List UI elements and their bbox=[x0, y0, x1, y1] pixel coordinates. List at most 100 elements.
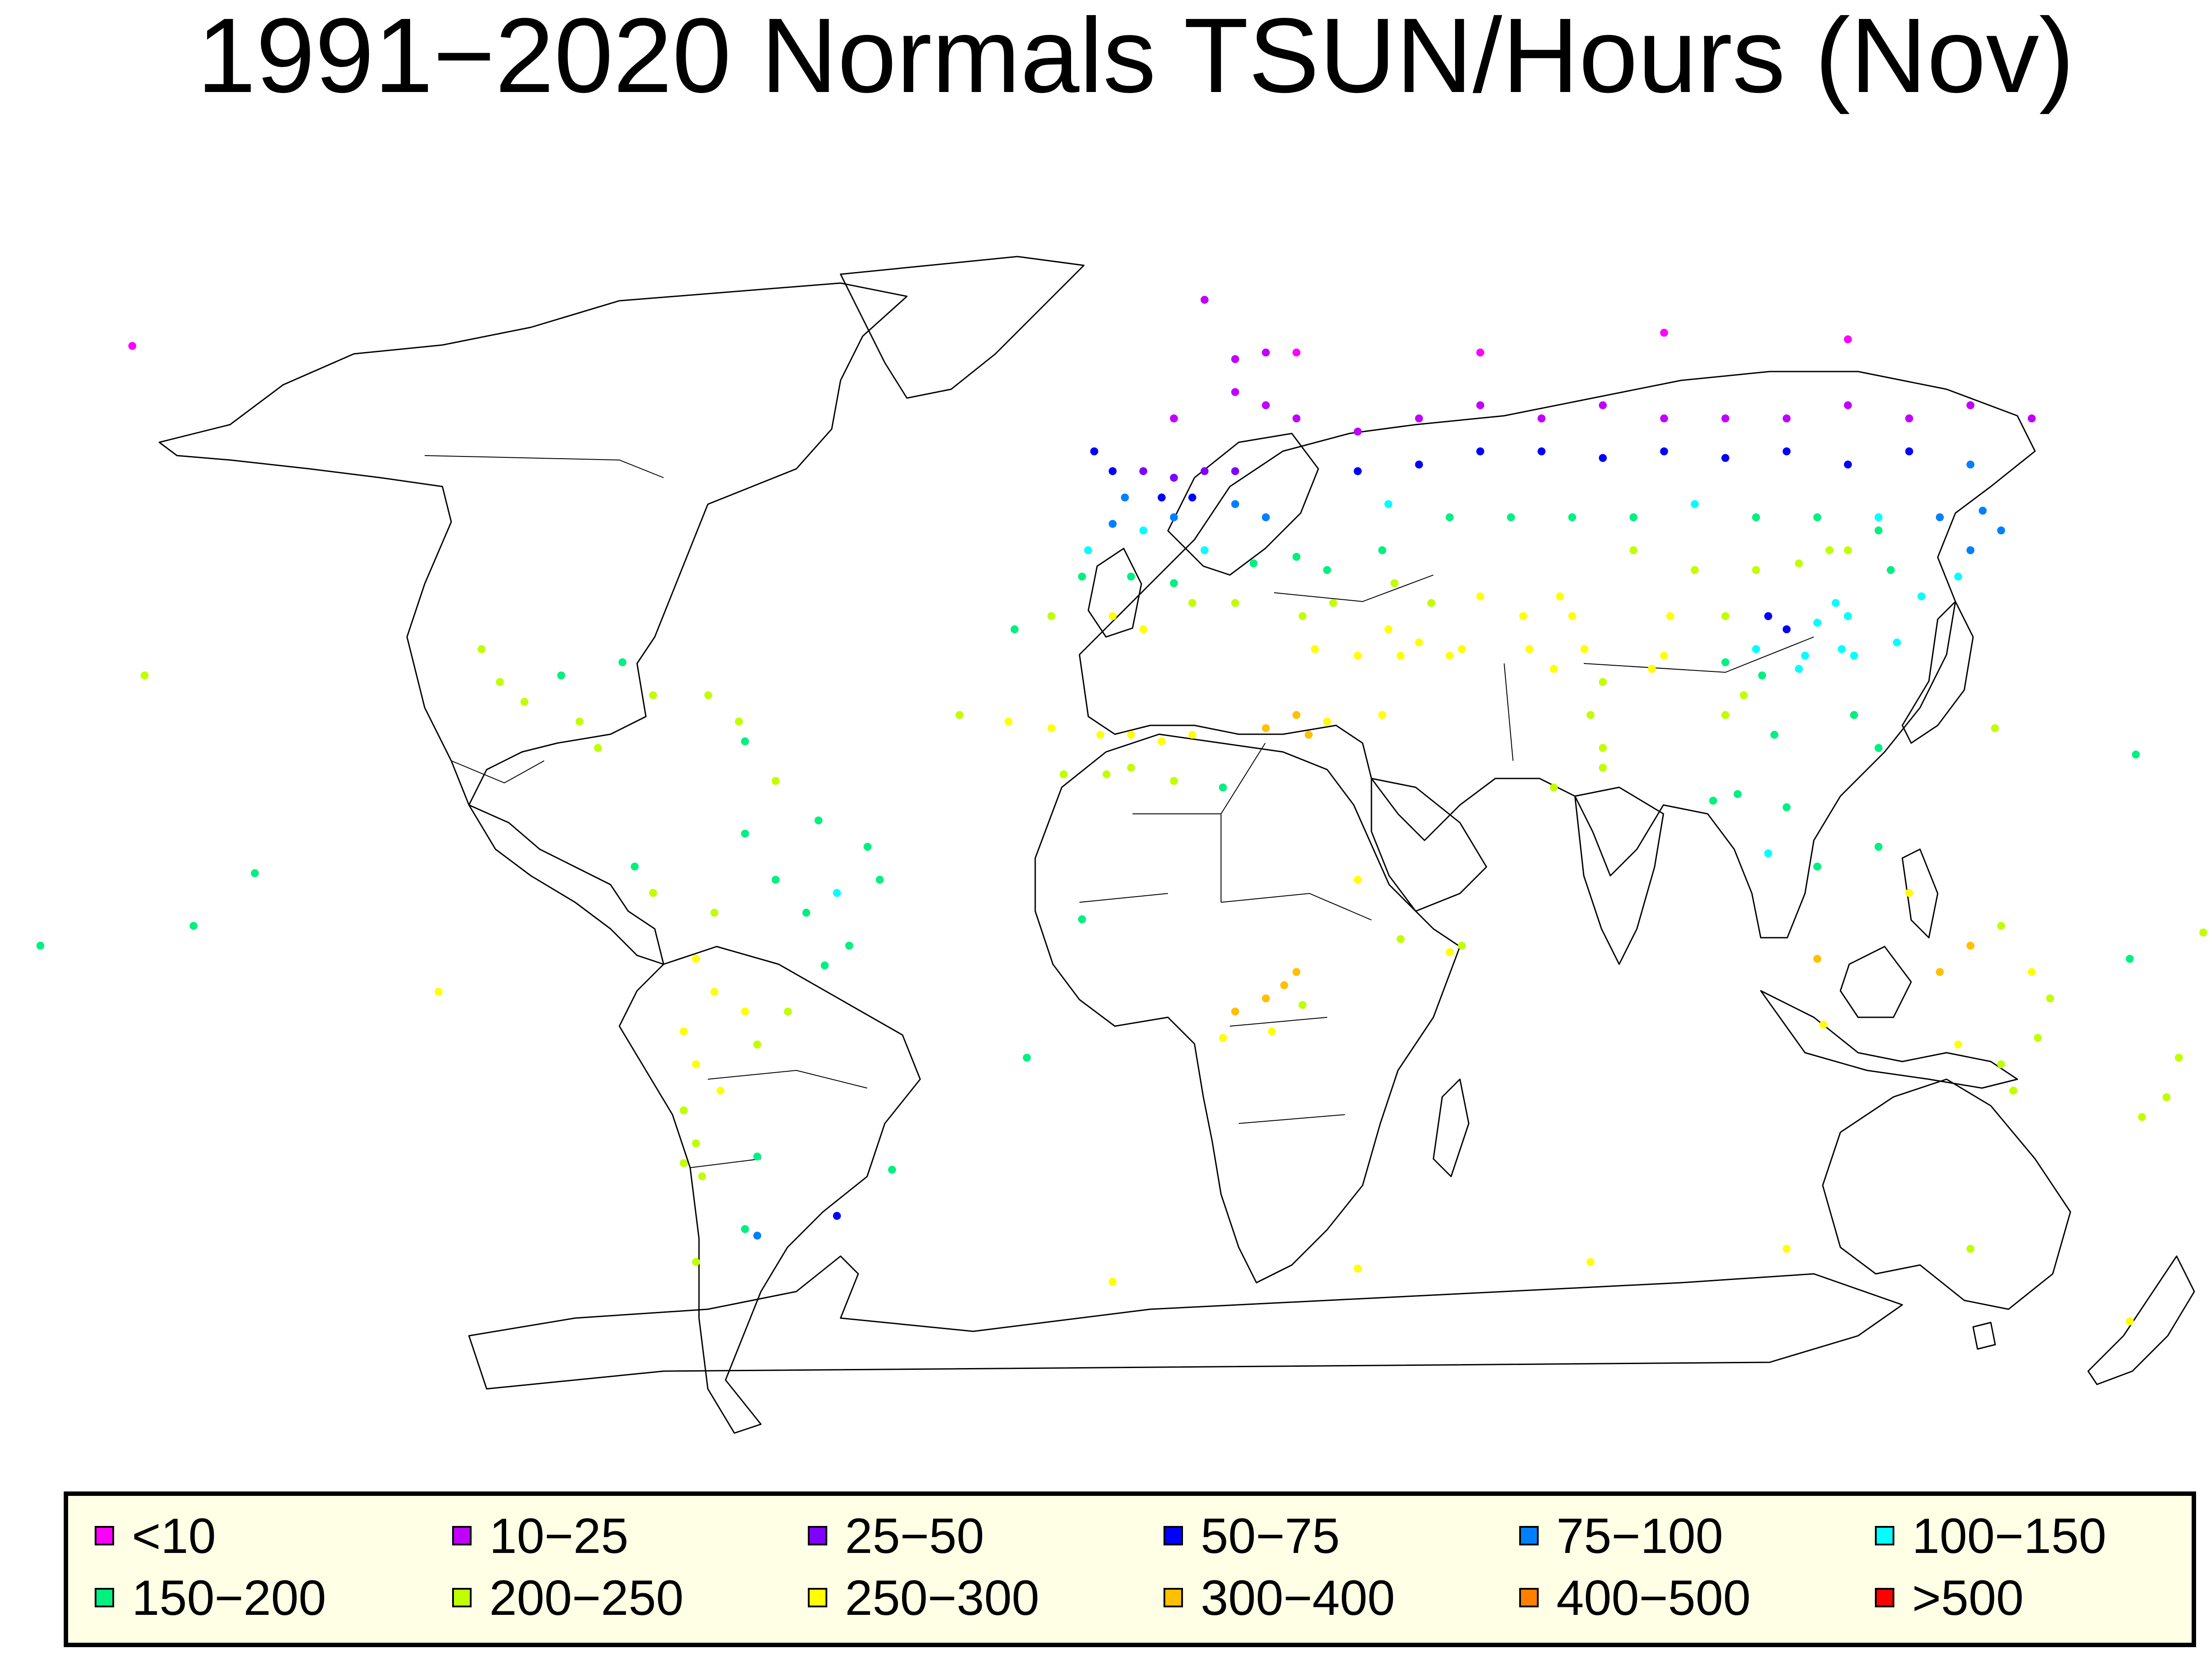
station-marker bbox=[2028, 968, 2036, 976]
station-marker bbox=[1102, 770, 1111, 778]
station-marker bbox=[1170, 474, 1178, 482]
station-marker bbox=[1568, 513, 1576, 521]
station-marker bbox=[1109, 520, 1117, 528]
legend-label: 250−300 bbox=[845, 1570, 1040, 1625]
station-marker bbox=[189, 922, 198, 930]
station-marker bbox=[1660, 329, 1668, 337]
station-marker bbox=[1795, 559, 1803, 567]
station-marker bbox=[649, 691, 657, 699]
station-marker bbox=[2028, 414, 2036, 422]
station-marker bbox=[1329, 599, 1337, 607]
station-marker bbox=[1323, 566, 1331, 574]
africa-outline bbox=[1034, 733, 1461, 1284]
legend-swatch bbox=[1519, 1588, 1539, 1607]
station-marker bbox=[1660, 652, 1668, 660]
station-marker bbox=[2126, 954, 2134, 963]
station-marker bbox=[1997, 922, 2005, 930]
station-marker bbox=[1721, 454, 1729, 462]
station-marker bbox=[1262, 349, 1270, 356]
legend-label: 150−200 bbox=[132, 1570, 326, 1625]
station-marker bbox=[2174, 1054, 2183, 1062]
station-marker bbox=[1445, 513, 1454, 521]
station-marker bbox=[710, 908, 718, 917]
station-marker bbox=[618, 658, 626, 667]
station-marker bbox=[1733, 790, 1742, 798]
world-map bbox=[36, 256, 2208, 1434]
station-marker bbox=[1801, 652, 1809, 660]
station-marker bbox=[1427, 599, 1436, 607]
station-marker bbox=[692, 1060, 700, 1069]
station-marker bbox=[1966, 460, 1974, 469]
legend-swatch bbox=[95, 1588, 114, 1607]
legend-swatch bbox=[452, 1588, 472, 1607]
station-marker bbox=[128, 342, 136, 350]
station-marker bbox=[434, 988, 443, 996]
station-marker bbox=[1936, 513, 1944, 521]
legend-item: 100−150 bbox=[1875, 1505, 2106, 1567]
station-marker bbox=[1096, 731, 1105, 739]
legend-label: >500 bbox=[1912, 1570, 2024, 1625]
station-marker bbox=[716, 1086, 725, 1095]
station-marker bbox=[1170, 414, 1178, 422]
station-marker bbox=[1109, 612, 1117, 620]
station-marker bbox=[1599, 744, 1607, 752]
station-marker bbox=[1305, 731, 1313, 739]
station-marker bbox=[741, 1225, 749, 1233]
station-marker bbox=[1690, 566, 1699, 574]
eurasia-outline bbox=[1079, 371, 2036, 939]
station-marker bbox=[1047, 612, 1056, 620]
station-marker bbox=[1458, 942, 1466, 950]
station-marker bbox=[1084, 546, 1092, 554]
station-marker bbox=[1231, 467, 1239, 475]
greenland-outline bbox=[840, 256, 1085, 399]
station-marker bbox=[1445, 652, 1454, 660]
legend-label: 400−500 bbox=[1556, 1570, 1751, 1625]
station-marker bbox=[1997, 1060, 2005, 1069]
station-marker bbox=[1378, 546, 1386, 554]
legend-label: <10 bbox=[132, 1508, 216, 1564]
arabia-outline bbox=[1371, 778, 1487, 912]
station-marker bbox=[1905, 447, 1913, 456]
legend-item: 400−500 bbox=[1519, 1567, 1751, 1629]
station-marker bbox=[1231, 500, 1239, 508]
legend-swatch bbox=[95, 1526, 114, 1545]
station-marker bbox=[1844, 612, 1852, 620]
station-marker bbox=[1709, 797, 1717, 805]
station-marker bbox=[1311, 645, 1319, 653]
station-marker bbox=[1396, 935, 1405, 943]
legend-item: 10−25 bbox=[452, 1505, 629, 1567]
station-marker bbox=[876, 876, 884, 884]
station-marker bbox=[1525, 645, 1533, 653]
station-marker bbox=[1519, 612, 1527, 620]
station-marker bbox=[1978, 506, 1987, 515]
station-marker bbox=[1078, 572, 1086, 581]
station-marker bbox=[1850, 711, 1858, 719]
legend-label: 50−75 bbox=[1201, 1508, 1340, 1564]
station-marker bbox=[576, 717, 584, 726]
station-marker bbox=[1666, 612, 1674, 620]
station-marker bbox=[1954, 572, 1962, 581]
station-marker bbox=[1354, 427, 1362, 436]
station-marker bbox=[753, 1040, 761, 1049]
legend-item: <10 bbox=[95, 1505, 216, 1567]
legend-swatch bbox=[452, 1526, 472, 1545]
legend-label: 75−100 bbox=[1556, 1508, 1723, 1564]
station-marker bbox=[1121, 493, 1129, 502]
station-marker bbox=[1936, 968, 1944, 976]
station-marker bbox=[1415, 460, 1423, 469]
station-marker bbox=[698, 1172, 707, 1181]
legend-swatch bbox=[1164, 1526, 1183, 1545]
legend-item: 250−300 bbox=[808, 1567, 1039, 1629]
station-marker bbox=[1568, 612, 1576, 620]
station-marker bbox=[1023, 1054, 1031, 1062]
station-marker bbox=[1556, 592, 1564, 601]
station-marker bbox=[1231, 1008, 1239, 1016]
station-marker bbox=[680, 1106, 688, 1115]
legend-item: 150−200 bbox=[95, 1567, 326, 1629]
station-marker bbox=[1231, 355, 1239, 363]
station-marker bbox=[772, 777, 780, 785]
station-marker bbox=[1782, 1245, 1791, 1253]
station-marker bbox=[1770, 731, 1778, 739]
station-marker bbox=[1139, 526, 1148, 535]
station-marker bbox=[1378, 711, 1386, 719]
